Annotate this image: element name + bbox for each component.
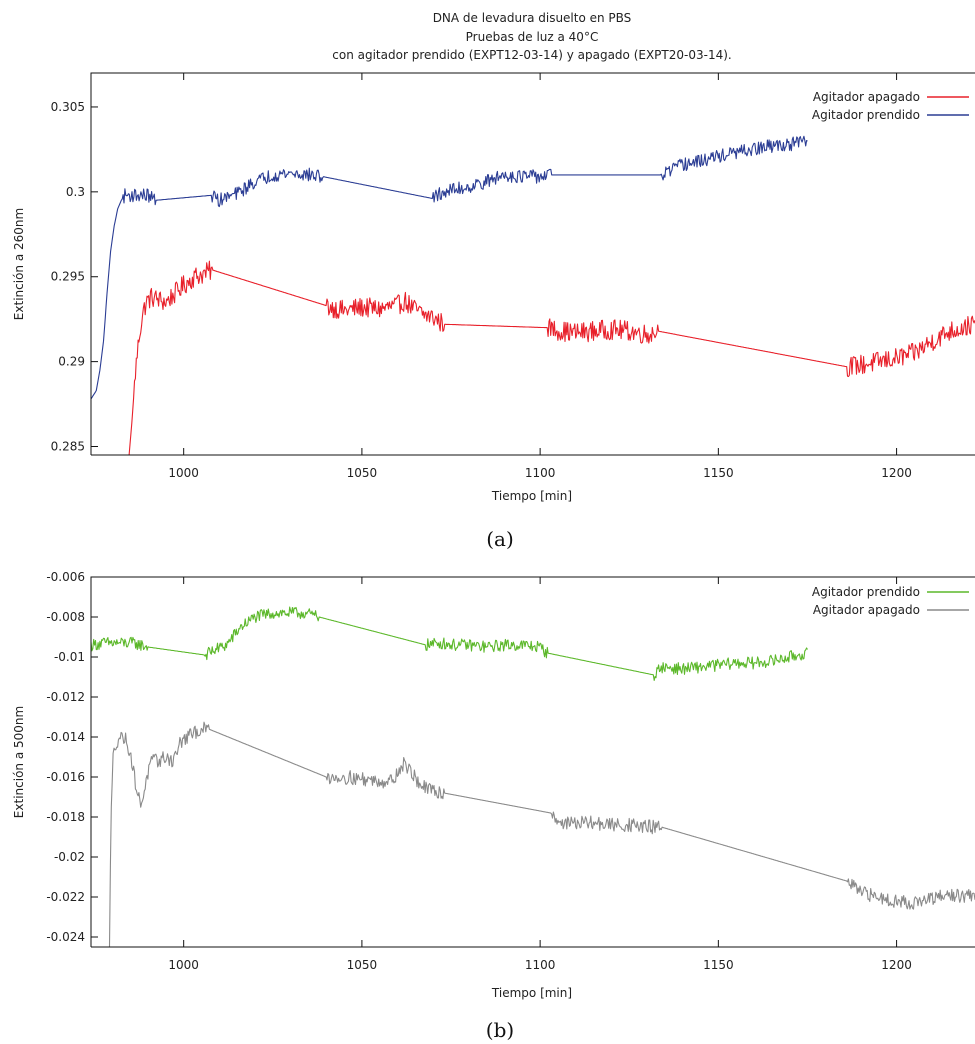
title-line-3: con agitador prendido (EXPT12-03-14) y a… xyxy=(332,48,731,62)
plot-frame-260nm xyxy=(90,72,975,455)
series-line-2-500nm xyxy=(108,721,975,947)
y-axis-label-500nm: Extinción a 500nm xyxy=(12,706,26,818)
series-line-1-500nm xyxy=(91,606,808,681)
x-tick-label: 1050 xyxy=(347,466,378,480)
x-ticks-500nm: 1000 1050 1100 1150 1200 xyxy=(168,577,912,972)
caption-a: (a) xyxy=(486,527,514,551)
y-tick-label: -0.008 xyxy=(46,610,85,624)
x-tick-label: 1200 xyxy=(881,958,912,972)
legend-label-apagado-260nm: Agitador apagado xyxy=(813,90,920,104)
legend-260nm: Agitador apagado Agitador prendido xyxy=(812,90,969,122)
y-tick-label: -0.016 xyxy=(46,770,85,784)
y-tick-label: -0.006 xyxy=(46,570,85,584)
caption-b: (b) xyxy=(486,1018,514,1042)
x-tick-label: 1100 xyxy=(525,466,556,480)
y-tick-label: -0.01 xyxy=(54,650,85,664)
x-tick-label: 1150 xyxy=(703,958,734,972)
plot-frame-500nm xyxy=(90,576,975,947)
x-tick-label: 1000 xyxy=(168,958,199,972)
y-tick-label: -0.024 xyxy=(46,930,85,944)
chart-extincion-500nm: -0.024 -0.022 -0.02 -0.018 -0.016 -0.014 -0.01… xyxy=(12,570,975,1000)
plot-area-260nm xyxy=(91,135,975,455)
y-tick-label: -0.012 xyxy=(46,690,85,704)
y-ticks-500nm: -0.024 -0.022 -0.02 -0.018 -0.016 -0.014 -0.01… xyxy=(46,570,98,944)
x-tick-label: 1100 xyxy=(525,958,556,972)
series-line-1-260nm xyxy=(128,260,975,455)
figure-title: DNA de levadura disuelto en PBS Pruebas … xyxy=(332,11,731,62)
legend-label-apagado-500nm: Agitador apagado xyxy=(813,603,920,617)
y-tick-label: 0.3 xyxy=(66,185,85,199)
y-tick-label: -0.02 xyxy=(54,850,85,864)
title-line-2: Pruebas de luz a 40°C xyxy=(466,30,599,44)
y-tick-label: 0.295 xyxy=(51,270,85,284)
legend-500nm: Agitador prendido Agitador apagado xyxy=(812,585,969,617)
y-tick-label: -0.018 xyxy=(46,810,85,824)
x-axis-label-260nm: Tiempo [min] xyxy=(491,489,572,503)
x-tick-label: 1150 xyxy=(703,466,734,480)
x-tick-label: 1200 xyxy=(881,466,912,480)
x-ticks-260nm: 1000 1050 1100 1150 1200 xyxy=(168,73,912,480)
x-tick-label: 1000 xyxy=(168,466,199,480)
x-axis-label-500nm: Tiempo [min] xyxy=(491,986,572,1000)
plot-area-500nm xyxy=(91,606,975,947)
y-tick-label: -0.022 xyxy=(46,890,85,904)
y-ticks-260nm: 0.285 0.29 0.295 0.3 0.305 xyxy=(51,100,98,454)
y-tick-label: 0.285 xyxy=(51,440,85,454)
series-line-2-260nm xyxy=(91,135,808,400)
y-axis-label-260nm: Extinción a 260nm xyxy=(12,208,26,320)
x-tick-label: 1050 xyxy=(347,958,378,972)
y-tick-label: 0.29 xyxy=(58,355,85,369)
title-line-1: DNA de levadura disuelto en PBS xyxy=(433,11,632,25)
y-tick-label: 0.305 xyxy=(51,100,85,114)
y-tick-label: -0.014 xyxy=(46,730,85,744)
legend-label-prendido-500nm: Agitador prendido xyxy=(812,585,920,599)
legend-label-prendido-260nm: Agitador prendido xyxy=(812,108,920,122)
